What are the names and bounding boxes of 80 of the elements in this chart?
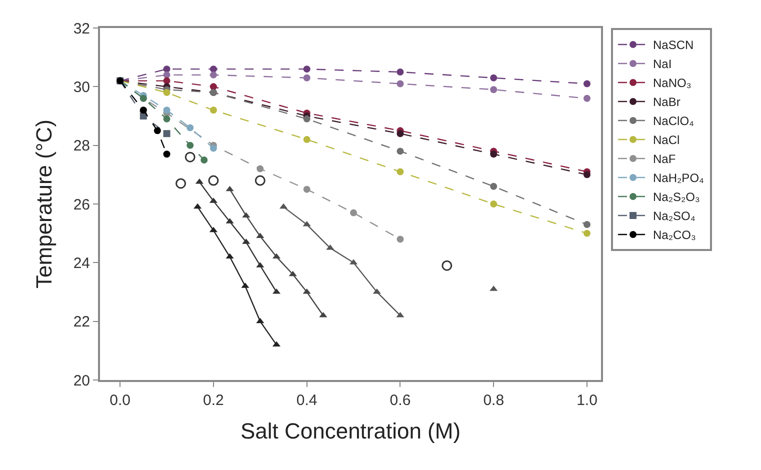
point: [583, 221, 590, 228]
point: [209, 226, 218, 232]
legend-label: Na₂S₂O₃: [653, 190, 700, 204]
point: [490, 150, 498, 158]
y-axis-title: Temperature (°C): [32, 120, 57, 288]
point: [319, 312, 328, 318]
point: [226, 253, 234, 259]
point: [176, 178, 186, 189]
point: [210, 66, 217, 73]
legend-label: NaF: [653, 152, 676, 166]
legend-label: NaNO₃: [653, 76, 692, 90]
point: [210, 83, 217, 90]
legend-label: Na₂CO₃: [653, 228, 696, 242]
point: [163, 130, 170, 138]
point: [226, 186, 234, 192]
point: [210, 71, 217, 78]
point: [256, 318, 264, 324]
legend-label: NaSCN: [653, 38, 694, 52]
x-tick-label: 0.8: [483, 392, 504, 409]
point: [163, 150, 170, 158]
point: [583, 171, 590, 178]
point: [303, 136, 310, 143]
point: [163, 71, 170, 78]
y-tick-label: 22: [73, 314, 90, 331]
point: [490, 74, 498, 82]
point: [163, 115, 170, 122]
y-tick-label: 26: [73, 196, 90, 214]
legend-label: NaCl: [653, 133, 680, 148]
y-tick-label: 28: [73, 138, 90, 155]
point: [194, 203, 202, 209]
point: [208, 175, 219, 186]
point: [163, 77, 170, 84]
point: [163, 89, 170, 96]
point: [256, 165, 264, 172]
legend-label: Na₂SO₄: [653, 209, 696, 224]
x-tick-label: 0.2: [203, 392, 224, 409]
x-tick-label: 0.0: [110, 392, 131, 409]
y-tick-label: 30: [73, 78, 90, 96]
x-axis-title: Salt Concentration (M): [240, 418, 461, 444]
point: [396, 68, 404, 76]
point: [396, 236, 404, 243]
y-tick-label: 20: [73, 372, 90, 390]
point: [490, 182, 498, 190]
y-tick-label: 24: [73, 254, 90, 272]
point: [583, 230, 590, 237]
point: [210, 106, 217, 114]
point: [396, 80, 404, 88]
point: [256, 232, 264, 238]
point: [583, 80, 590, 88]
point: [350, 209, 358, 216]
legend-label: NaBr: [653, 95, 680, 110]
point: [210, 144, 217, 152]
legend-label: NaClO₄: [653, 114, 694, 128]
point: [303, 186, 310, 193]
point: [396, 148, 404, 155]
point: [163, 106, 170, 114]
point: [396, 168, 404, 176]
legend-label: NaH₂PO₄: [653, 171, 704, 186]
legend-label: NaI: [653, 57, 672, 72]
x-tick-label: 1.0: [576, 392, 598, 409]
point: [303, 66, 310, 73]
x-tick-label: 0.6: [390, 392, 411, 409]
point: [490, 86, 498, 94]
point: [154, 127, 161, 134]
point: [186, 142, 194, 149]
point: [140, 106, 147, 114]
point: [442, 260, 452, 271]
point: [288, 270, 297, 276]
point: [200, 156, 208, 164]
point: [303, 115, 310, 122]
point: [186, 124, 194, 132]
point: [396, 130, 404, 138]
point: [184, 152, 196, 162]
x-tick-label: 0.4: [296, 392, 318, 409]
point: [490, 200, 498, 208]
point: [583, 94, 590, 102]
point: [254, 175, 266, 186]
y-tick-label: 32: [73, 20, 90, 38]
point: [396, 312, 404, 318]
point: [303, 74, 310, 82]
